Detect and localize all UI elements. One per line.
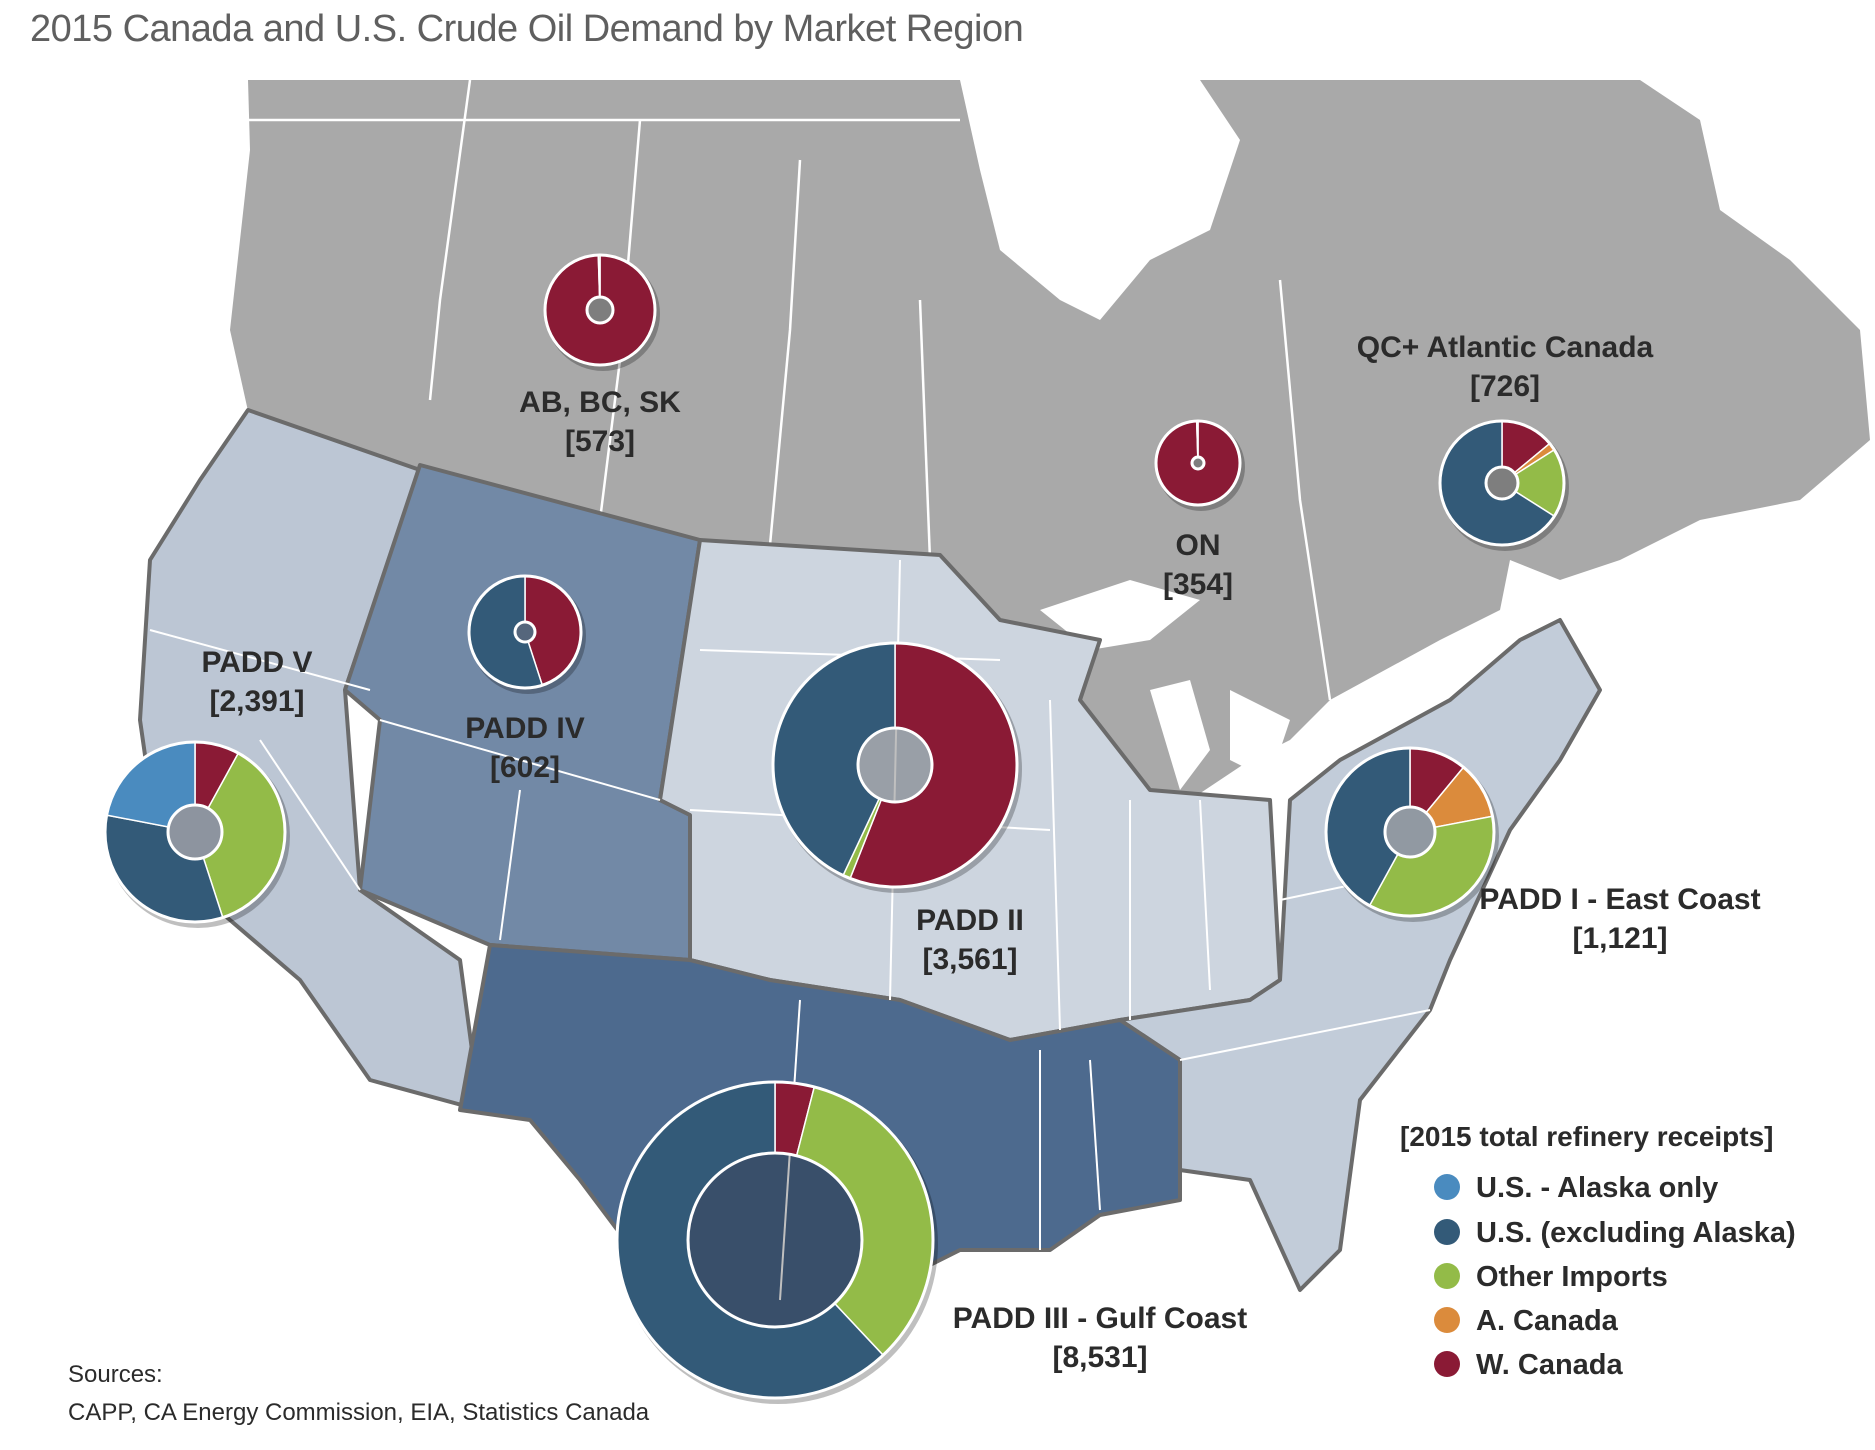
legend-title: [2015 total refinery receipts] <box>1400 1121 1774 1152</box>
donut-qc-atlantic-canada <box>1438 419 1569 551</box>
donut-padd-ii <box>771 641 1022 893</box>
padd-v-region <box>138 408 482 1112</box>
legend-swatch-us-excl-alaska <box>1434 1219 1460 1245</box>
label-qc-value: [726] <box>1470 370 1540 403</box>
donut-hole <box>166 803 224 861</box>
donut-outline <box>467 574 583 690</box>
legend-item-other-imports: Other Imports <box>1434 1261 1668 1293</box>
sources-text: CAPP, CA Energy Commission, EIA, Statist… <box>68 1399 650 1426</box>
legend-swatch-w-canada <box>1434 1351 1460 1377</box>
canada-polygon <box>230 80 1870 830</box>
donut-padd-iv <box>467 574 586 694</box>
label-padd-iv-name: PADD IV <box>465 712 584 745</box>
donut-outline <box>1154 419 1242 507</box>
border-on-qc <box>1278 279 1332 701</box>
label-qc-name: QC+ Atlantic Canada <box>1357 331 1654 364</box>
legend-label-w-canada: W. Canada <box>1476 1349 1624 1381</box>
label-on-value: [354] <box>1163 568 1233 601</box>
legend-label-us-alaska: U.S. - Alaska only <box>1476 1172 1718 1204</box>
label-padd-iv-value: [602] <box>490 751 560 784</box>
label-ab-bc-sk-name: AB, BC, SK <box>519 386 681 419</box>
label-padd-v-value: [2,391] <box>209 685 304 718</box>
legend-item-a-canada: A. Canada <box>1434 1305 1619 1337</box>
border-bc-ab <box>428 79 472 401</box>
lake-superior <box>1040 580 1200 650</box>
label-padd-i-value: [1,121] <box>1572 922 1667 955</box>
legend: [2015 total refinery receipts] U.S. - Al… <box>1400 1121 1796 1381</box>
label-on-name: ON <box>1176 529 1221 562</box>
legend-item-us-excl-alaska: U.S. (excluding Alaska) <box>1434 1217 1796 1249</box>
donut-hole <box>686 1151 864 1329</box>
donut-outline <box>543 253 657 367</box>
label-padd-iii-value: [8,531] <box>1052 1341 1147 1374</box>
label-padd-ii-value: [3,561] <box>922 943 1017 976</box>
border-mb-on <box>918 299 932 561</box>
region-labels: AB, BC, SK [573] ON [354] QC+ Atlantic C… <box>201 331 1760 1374</box>
lake-huron <box>1230 690 1290 780</box>
legend-swatch-a-canada <box>1434 1307 1460 1333</box>
donut-padd-iii-gulf-coast <box>615 1080 938 1404</box>
label-ab-bc-sk-value: [573] <box>565 425 635 458</box>
legend-item-w-canada: W. Canada <box>1434 1349 1624 1381</box>
sources: Sources: CAPP, CA Energy Commission, EIA… <box>68 1361 650 1426</box>
donut-hole <box>585 295 615 325</box>
donut-outline <box>615 1080 935 1400</box>
donut-on <box>1154 419 1245 511</box>
donut-hole <box>513 620 537 644</box>
donut-charts <box>103 253 1569 1404</box>
donut-outline <box>103 740 287 924</box>
canada-land <box>230 79 1870 830</box>
label-padd-iii-name: PADD III - Gulf Coast <box>953 1302 1247 1335</box>
label-padd-ii-name: PADD II <box>916 904 1024 937</box>
legend-item-us-alaska: U.S. - Alaska only <box>1434 1172 1718 1204</box>
donut-padd-v <box>103 740 290 928</box>
legend-label-a-canada: A. Canada <box>1476 1305 1619 1337</box>
legend-swatch-other-imports <box>1434 1263 1460 1289</box>
donut-hole <box>1484 465 1520 501</box>
donut-hole <box>856 726 934 804</box>
border-sk-mb <box>768 159 802 546</box>
lake-michigan <box>1150 680 1210 790</box>
donut-padd-i-east-coast <box>1324 746 1499 922</box>
sources-heading: Sources: <box>68 1361 163 1388</box>
page-title: 2015 Canada and U.S. Crude Oil Demand by… <box>30 8 1024 50</box>
donut-hole <box>1190 455 1206 471</box>
legend-label-us-excl-alaska: U.S. (excluding Alaska) <box>1476 1217 1796 1249</box>
hudson-bay <box>960 80 1240 320</box>
donut-outline <box>1438 419 1566 547</box>
legend-label-other-imports: Other Imports <box>1476 1261 1668 1293</box>
legend-swatch-us-alaska <box>1434 1174 1460 1200</box>
label-padd-i-name: PADD I - East Coast <box>1479 883 1760 916</box>
donut-hole <box>1383 805 1437 859</box>
donut-outline <box>1324 746 1496 918</box>
label-padd-v-name: PADD V <box>201 646 312 679</box>
donut-outline <box>771 641 1019 889</box>
donut-ab-bc-sk <box>543 253 660 371</box>
